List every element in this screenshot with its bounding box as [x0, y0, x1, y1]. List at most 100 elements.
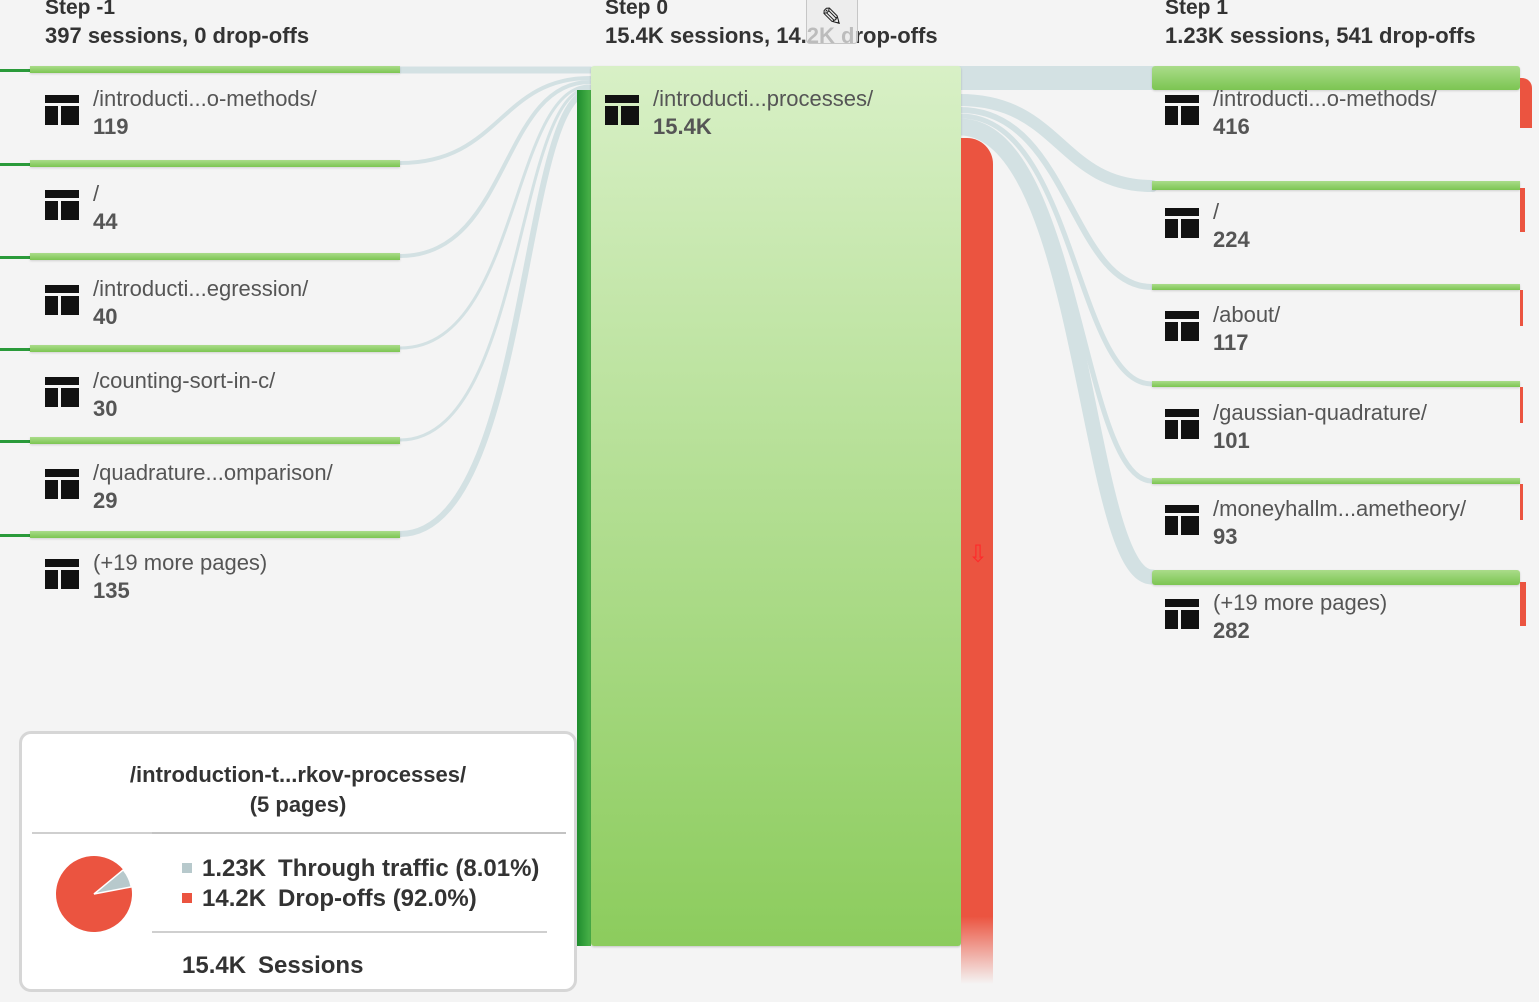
page-layout-icon	[1165, 599, 1199, 629]
entrance-stub	[0, 348, 30, 351]
node-name: (+19 more pages)	[93, 550, 268, 575]
divider	[152, 832, 566, 834]
page-layout-icon	[1165, 311, 1199, 341]
step-title: Step 0	[605, 0, 669, 19]
through-label: Through traffic (8.01%)	[278, 855, 540, 882]
node-count: 93	[1213, 524, 1238, 549]
node-bar[interactable]	[1152, 284, 1520, 290]
node-bar[interactable]	[30, 66, 400, 73]
flow-link	[957, 107, 1155, 290]
flow-link	[398, 76, 592, 165]
dropoff-row: 14.2K Drop-offs (92.0%)	[182, 885, 477, 913]
node-name: /introducti...processes/	[653, 86, 874, 111]
down-arrow-icon: ⇩	[968, 541, 989, 568]
node-bar[interactable]	[1152, 381, 1520, 387]
entrance-stub	[0, 69, 30, 72]
pencil-icon[interactable]: ✎	[806, 0, 858, 44]
flow-link	[957, 113, 1155, 387]
page-layout-icon	[605, 95, 639, 125]
page-layout-icon	[1165, 208, 1199, 238]
page-layout-icon	[45, 469, 79, 499]
dropoff-bar[interactable]	[1520, 387, 1523, 423]
tooltip-title-line1: /introduction-t...rkov-processes/	[129, 762, 467, 787]
step-header-1: Step 1 1.23K sessions, 541 drop-offs	[1165, 0, 1476, 50]
node-bar[interactable]	[1152, 478, 1520, 484]
sessions-row: 15.4K Sessions	[182, 952, 363, 980]
page-layout-icon	[45, 377, 79, 407]
flow-link	[954, 94, 1158, 192]
flow-link	[952, 120, 1160, 585]
divider	[152, 931, 547, 933]
node-count: 135	[93, 578, 130, 603]
node-name: /introducti...o-methods/	[93, 86, 317, 111]
center-dropoff-bar[interactable]	[961, 138, 993, 984]
entrance-stub	[0, 534, 30, 537]
node-count: 282	[1213, 618, 1250, 643]
node-name: /	[93, 181, 100, 206]
page-layout-icon	[45, 285, 79, 315]
node-name: /introducti...egression/	[93, 276, 309, 301]
node-count: 416	[1213, 114, 1250, 139]
node-name: /	[1213, 199, 1220, 224]
step-header-minus-1: Step -1 397 sessions, 0 drop-offs	[45, 0, 309, 50]
node-count: 117	[1213, 330, 1249, 355]
node-name: /gaussian-quadrature/	[1213, 400, 1428, 425]
flow-link	[398, 86, 592, 442]
page-layout-icon	[45, 559, 79, 589]
node-bar[interactable]	[30, 253, 400, 260]
node-count: 101	[1213, 428, 1250, 453]
node-name: /introducti...o-methods/	[1213, 86, 1437, 111]
page-layout-icon	[45, 190, 79, 220]
node-bar[interactable]	[30, 437, 400, 444]
entrance-stub	[0, 440, 30, 443]
node-count: 44	[93, 209, 118, 234]
node-name: /about/	[1213, 302, 1281, 327]
tooltip-title: /introduction-t...rkov-processes/ (5 pag…	[22, 760, 574, 820]
page-layout-icon	[1165, 409, 1199, 439]
step-title: Step 1	[1165, 0, 1229, 19]
node-count: 29	[93, 488, 118, 513]
entrance-stub	[0, 163, 30, 166]
through-traffic-row: 1.23K Through traffic (8.01%)	[182, 855, 539, 883]
dropoff-bar[interactable]	[1520, 582, 1526, 626]
sessions-label: Sessions	[258, 952, 364, 979]
page-layout-icon	[1165, 95, 1199, 125]
node-count: 224	[1213, 227, 1250, 252]
dropoff-label: Drop-offs (92.0%)	[278, 885, 477, 912]
step-summary: 1.23K sessions, 541 drop-offs	[1165, 23, 1476, 48]
node-count: 40	[93, 304, 118, 329]
step-summary: 397 sessions, 0 drop-offs	[45, 23, 310, 48]
node-name: (+19 more pages)	[1213, 590, 1388, 615]
through-swatch	[182, 862, 192, 873]
node-name: /moneyhallm...ametheory/	[1213, 496, 1467, 521]
node-count: 15.4K	[653, 114, 712, 139]
pie-slice-through-traffic	[93, 868, 133, 895]
dropoff-bar[interactable]	[1520, 484, 1523, 520]
node-count: 30	[93, 396, 118, 421]
node-name: /counting-sort-in-c/	[93, 368, 276, 393]
page-layout-icon	[45, 95, 79, 125]
step-header-0: Step 0 15.4K sessions, 14.2K drop-offs	[605, 0, 938, 50]
node-bar[interactable]	[1152, 570, 1520, 585]
flow-link	[398, 80, 592, 258]
center-node[interactable]	[591, 66, 961, 946]
step-title: Step -1	[45, 0, 116, 19]
node-bar[interactable]	[30, 531, 400, 538]
node-bar[interactable]	[30, 160, 400, 167]
divider	[32, 832, 152, 834]
dropoff-bar[interactable]	[1520, 290, 1523, 326]
traffic-pie-chart	[56, 856, 133, 932]
node-bar[interactable]	[1152, 66, 1520, 90]
tooltip-title-line2: (5 pages)	[249, 792, 347, 817]
dropoff-bar[interactable]	[1520, 188, 1525, 232]
node-name: /quadrature...omparison/	[93, 460, 333, 485]
center-entrance-bar	[577, 90, 591, 946]
dropoff-bar[interactable]	[1520, 78, 1532, 128]
sessions-value: 15.4K	[182, 952, 247, 979]
node-tooltip: /introduction-t...rkov-processes/ (5 pag…	[19, 731, 577, 992]
node-bar[interactable]	[1152, 181, 1520, 190]
node-bar[interactable]	[30, 345, 400, 352]
page-layout-icon	[1165, 505, 1199, 535]
dropoff-swatch	[182, 892, 192, 903]
